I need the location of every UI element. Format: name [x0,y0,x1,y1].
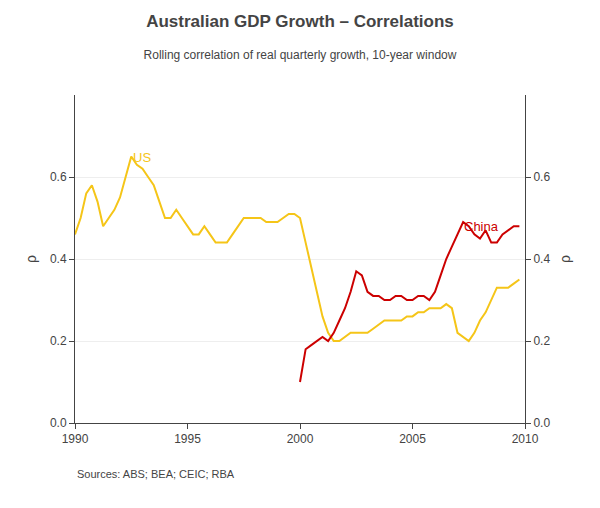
svg-text:0.2: 0.2 [50,334,67,348]
svg-text:0.4: 0.4 [50,252,67,266]
svg-text:2010: 2010 [512,432,539,446]
svg-text:ρ: ρ [557,255,573,263]
svg-text:0.6: 0.6 [533,170,550,184]
svg-text:2005: 2005 [399,432,426,446]
svg-text:Australian GDP Growth – Correl: Australian GDP Growth – Correlations [146,12,454,31]
svg-text:ρ: ρ [23,255,39,263]
svg-text:2000: 2000 [287,432,314,446]
svg-text:China: China [464,219,499,234]
svg-text:0.0: 0.0 [533,416,550,430]
svg-text:0.2: 0.2 [533,334,550,348]
svg-text:US: US [133,150,151,165]
svg-text:0.0: 0.0 [50,416,67,430]
svg-text:1990: 1990 [62,432,89,446]
svg-text:0.6: 0.6 [50,170,67,184]
svg-text:Rolling correlation of real qu: Rolling correlation of real quarterly gr… [144,48,457,62]
svg-text:1995: 1995 [174,432,201,446]
svg-text:0.4: 0.4 [533,252,550,266]
svg-text:Sources: ABS; BEA; CEIC; RBA: Sources: ABS; BEA; CEIC; RBA [77,468,235,480]
